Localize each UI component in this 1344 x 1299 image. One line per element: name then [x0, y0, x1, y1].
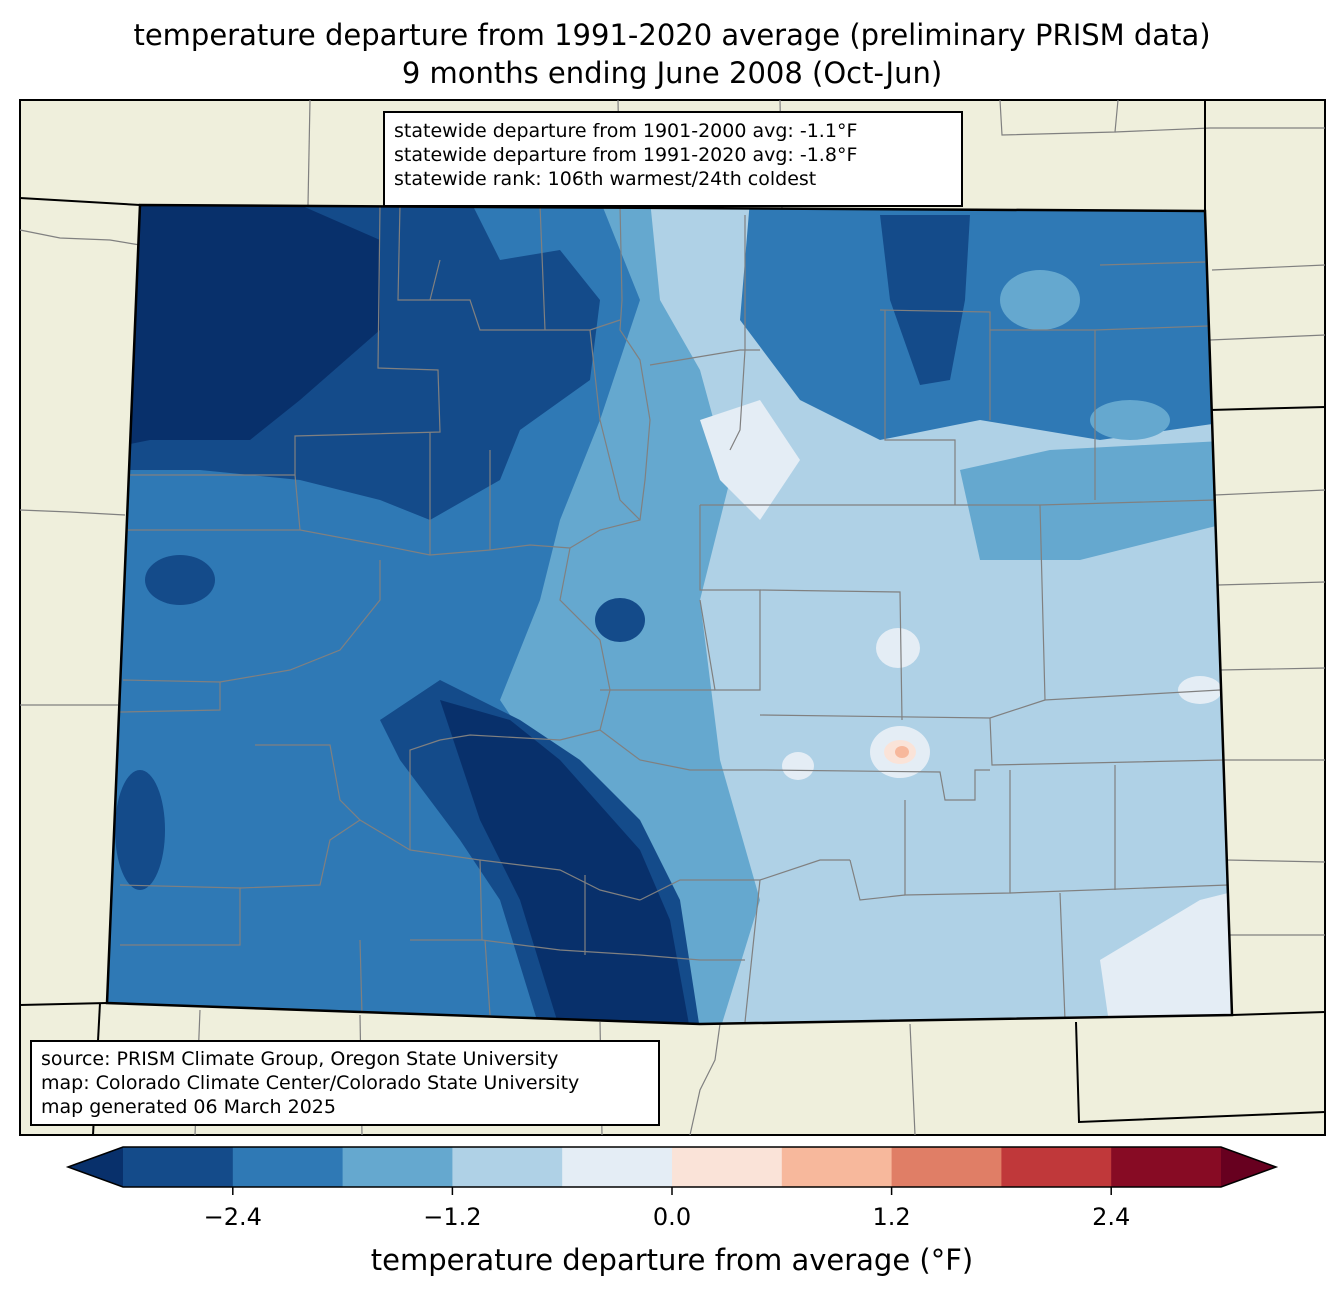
map-subtitle: 9 months ending June 2008 (Oct-Jun)	[401, 56, 943, 90]
credit-map: map: Colorado Climate Center/Colorado St…	[41, 1072, 580, 1094]
colorbar-bin	[1111, 1147, 1222, 1187]
colorbar-tick-label: 2.4	[1092, 1203, 1131, 1231]
colorbar-label: temperature departure from average (°F)	[370, 1243, 974, 1277]
stats-departure-1901-2000: statewide departure from 1901-2000 avg: …	[394, 120, 858, 142]
colorado-temperature-map	[19, 99, 1326, 1136]
colorbar-bin	[781, 1147, 893, 1187]
colorbar-bin	[1001, 1147, 1112, 1187]
colorbar-tick-label: −1.2	[423, 1203, 482, 1231]
credits-box: source: PRISM Climate Group, Oregon Stat…	[30, 1040, 660, 1126]
statewide-stats-box: statewide departure from 1901-2000 avg: …	[383, 111, 963, 207]
colorbar-extend-high	[1221, 1147, 1276, 1187]
county-borders	[119, 205, 1229, 1023]
colorbar-outline	[65, 1146, 1279, 1188]
credit-source: source: PRISM Climate Group, Oregon Stat…	[41, 1048, 559, 1070]
stats-rank: statewide rank: 106th warmest/24th colde…	[394, 168, 817, 190]
temperature-departure-field	[107, 205, 1232, 1024]
neighbor-state-borders	[19, 100, 1326, 1136]
colorbar-tick-label: 0.0	[652, 1203, 692, 1231]
colorbar-tick-label: 1.2	[872, 1203, 911, 1231]
colorbar-extend-low	[68, 1147, 123, 1187]
colorbar-bin	[562, 1147, 673, 1187]
stats-departure-1991-2020: statewide departure from 1991-2020 avg: …	[394, 144, 858, 166]
colorbar-bin	[891, 1147, 1002, 1187]
credit-generated: map generated 06 March 2025	[41, 1096, 336, 1118]
colorado-state-border	[105, 203, 1234, 1026]
colorbar-bin	[342, 1147, 453, 1187]
map-title: temperature departure from 1991-2020 ave…	[133, 18, 1211, 52]
colorbar-tick-label: −2.4	[203, 1203, 262, 1231]
colorbar-bin	[452, 1147, 563, 1187]
colorbar-bin	[672, 1147, 783, 1187]
colorbar-bin	[123, 1147, 234, 1187]
colorbar-bin	[232, 1147, 344, 1187]
